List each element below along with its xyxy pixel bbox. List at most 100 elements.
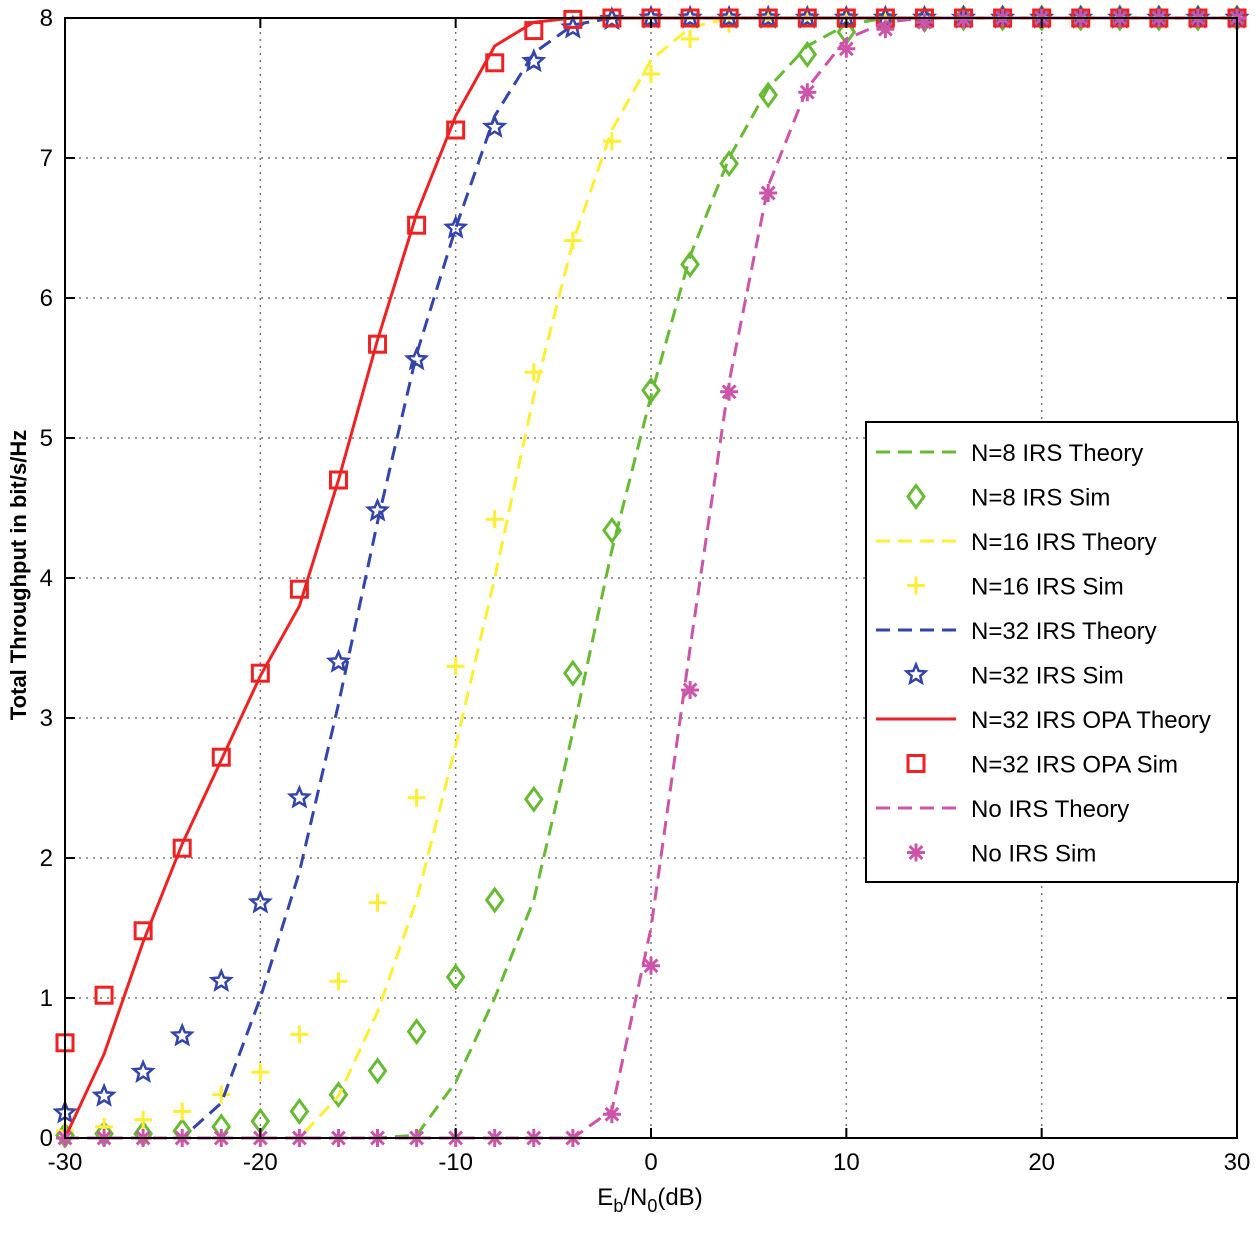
data-point bbox=[407, 215, 427, 235]
data-point bbox=[681, 681, 700, 699]
legend-entry: N=16 IRS Sim bbox=[907, 574, 1124, 601]
data-point bbox=[759, 184, 778, 202]
y-tick-label: 8 bbox=[40, 5, 53, 32]
x-tick-label: 30 bbox=[1224, 1149, 1251, 1176]
x-label-sub1: b bbox=[613, 1196, 623, 1216]
data-point bbox=[169, 1022, 195, 1047]
data-point bbox=[446, 120, 466, 140]
data-point bbox=[134, 1110, 153, 1129]
legend-label: N=32 IRS OPA Theory bbox=[971, 707, 1211, 734]
legend-entry: N=16 IRS Theory bbox=[876, 529, 1157, 556]
data-point bbox=[719, 150, 739, 178]
y-tick-label: 1 bbox=[40, 985, 53, 1012]
legend-entry: N=32 IRS Theory bbox=[876, 618, 1157, 645]
data-point bbox=[915, 13, 934, 32]
legend-label: N=16 IRS Theory bbox=[971, 529, 1157, 556]
y-tick-label: 2 bbox=[40, 845, 53, 872]
data-point bbox=[876, 20, 895, 39]
series-line bbox=[63, 16, 1237, 1139]
data-point bbox=[445, 963, 466, 991]
series-n-32-irs-theory bbox=[65, 16, 1237, 1140]
data-point bbox=[173, 1102, 192, 1121]
y-tick-label: 7 bbox=[40, 145, 53, 172]
data-point bbox=[404, 346, 430, 371]
data-point bbox=[680, 250, 700, 278]
data-point bbox=[367, 1057, 388, 1085]
data-point bbox=[602, 132, 621, 151]
y-tick-label: 0 bbox=[40, 1125, 53, 1152]
data-point bbox=[212, 1085, 231, 1104]
y-tick-label: 5 bbox=[40, 425, 53, 452]
data-point bbox=[484, 886, 505, 914]
x-tick-label: 10 bbox=[833, 1149, 860, 1176]
data-point bbox=[485, 510, 504, 529]
x-label-tail: (dB) bbox=[657, 1184, 702, 1211]
legend-label: No IRS Theory bbox=[971, 796, 1129, 823]
data-point bbox=[602, 516, 622, 544]
x-label-mid: /N bbox=[623, 1184, 647, 1211]
legend-marker bbox=[907, 576, 925, 595]
legend-label: N=8 IRS Sim bbox=[971, 485, 1110, 512]
data-point bbox=[837, 39, 856, 58]
legend-label: No IRS Sim bbox=[971, 841, 1096, 868]
data-point bbox=[602, 1105, 621, 1124]
data-point bbox=[211, 747, 231, 767]
legend-entry: No IRS Theory bbox=[876, 796, 1129, 823]
data-point bbox=[208, 967, 234, 992]
y-tick-label: 6 bbox=[40, 285, 53, 312]
series-no-irs-theory bbox=[65, 16, 1237, 1140]
legend-marker bbox=[907, 843, 925, 862]
data-point bbox=[798, 83, 817, 102]
data-point bbox=[290, 1025, 309, 1044]
legend-entry: N=32 IRS OPA Sim bbox=[906, 752, 1178, 779]
x-tick-label: 20 bbox=[1028, 1149, 1055, 1176]
legend-entry: N=8 IRS Sim bbox=[906, 482, 1110, 512]
legend-entry: N=8 IRS Theory bbox=[876, 440, 1143, 467]
data-point bbox=[482, 113, 508, 138]
data-point bbox=[407, 788, 426, 807]
series-n-8-irs-theory bbox=[65, 16, 1237, 1140]
data-point bbox=[485, 53, 505, 73]
data-point bbox=[130, 1058, 156, 1083]
data-point bbox=[286, 784, 312, 809]
x-tick-label: -10 bbox=[438, 1149, 473, 1176]
data-point bbox=[642, 65, 660, 83]
data-point bbox=[563, 9, 583, 29]
data-point bbox=[368, 893, 387, 912]
data-point bbox=[289, 1097, 310, 1125]
data-point bbox=[641, 376, 661, 404]
series-line bbox=[65, 16, 1237, 1140]
data-point bbox=[563, 231, 582, 250]
data-point bbox=[563, 659, 583, 687]
data-point bbox=[364, 497, 391, 522]
data-point bbox=[954, 10, 973, 29]
x-axis-label: Eb/N0(dB) bbox=[597, 1184, 702, 1216]
series-n-32-irs-opa-theory bbox=[63, 16, 1237, 1139]
data-point bbox=[681, 30, 700, 48]
x-label-sub2: 0 bbox=[647, 1196, 657, 1216]
x-label-main: E bbox=[597, 1184, 613, 1211]
data-point bbox=[328, 1081, 349, 1109]
data-point bbox=[797, 40, 818, 68]
data-point bbox=[524, 363, 543, 382]
data-point bbox=[758, 81, 779, 109]
data-point bbox=[720, 382, 739, 401]
legend-label: N=16 IRS Sim bbox=[971, 574, 1124, 601]
data-point bbox=[328, 470, 348, 490]
series-line bbox=[65, 16, 1237, 1140]
y-tick-label: 3 bbox=[40, 705, 53, 732]
legend-label: N=32 IRS Theory bbox=[971, 618, 1157, 645]
y-axis-label: Total Throughput in bit/s/Hz bbox=[6, 430, 31, 720]
data-point bbox=[523, 785, 544, 813]
legend-label: N=32 IRS Sim bbox=[971, 663, 1124, 690]
data-point bbox=[94, 985, 114, 1005]
legend-entry: N=32 IRS OPA Theory bbox=[876, 707, 1211, 734]
data-point bbox=[329, 972, 348, 991]
legend-marker bbox=[906, 482, 926, 511]
data-point bbox=[406, 1018, 427, 1046]
legend-label: N=32 IRS OPA Sim bbox=[971, 752, 1178, 779]
data-point bbox=[251, 1063, 270, 1082]
legend: N=8 IRS Theory N=8 IRS Sim N=16 IRS Theory… bbox=[865, 421, 1239, 883]
data-point bbox=[250, 663, 270, 683]
